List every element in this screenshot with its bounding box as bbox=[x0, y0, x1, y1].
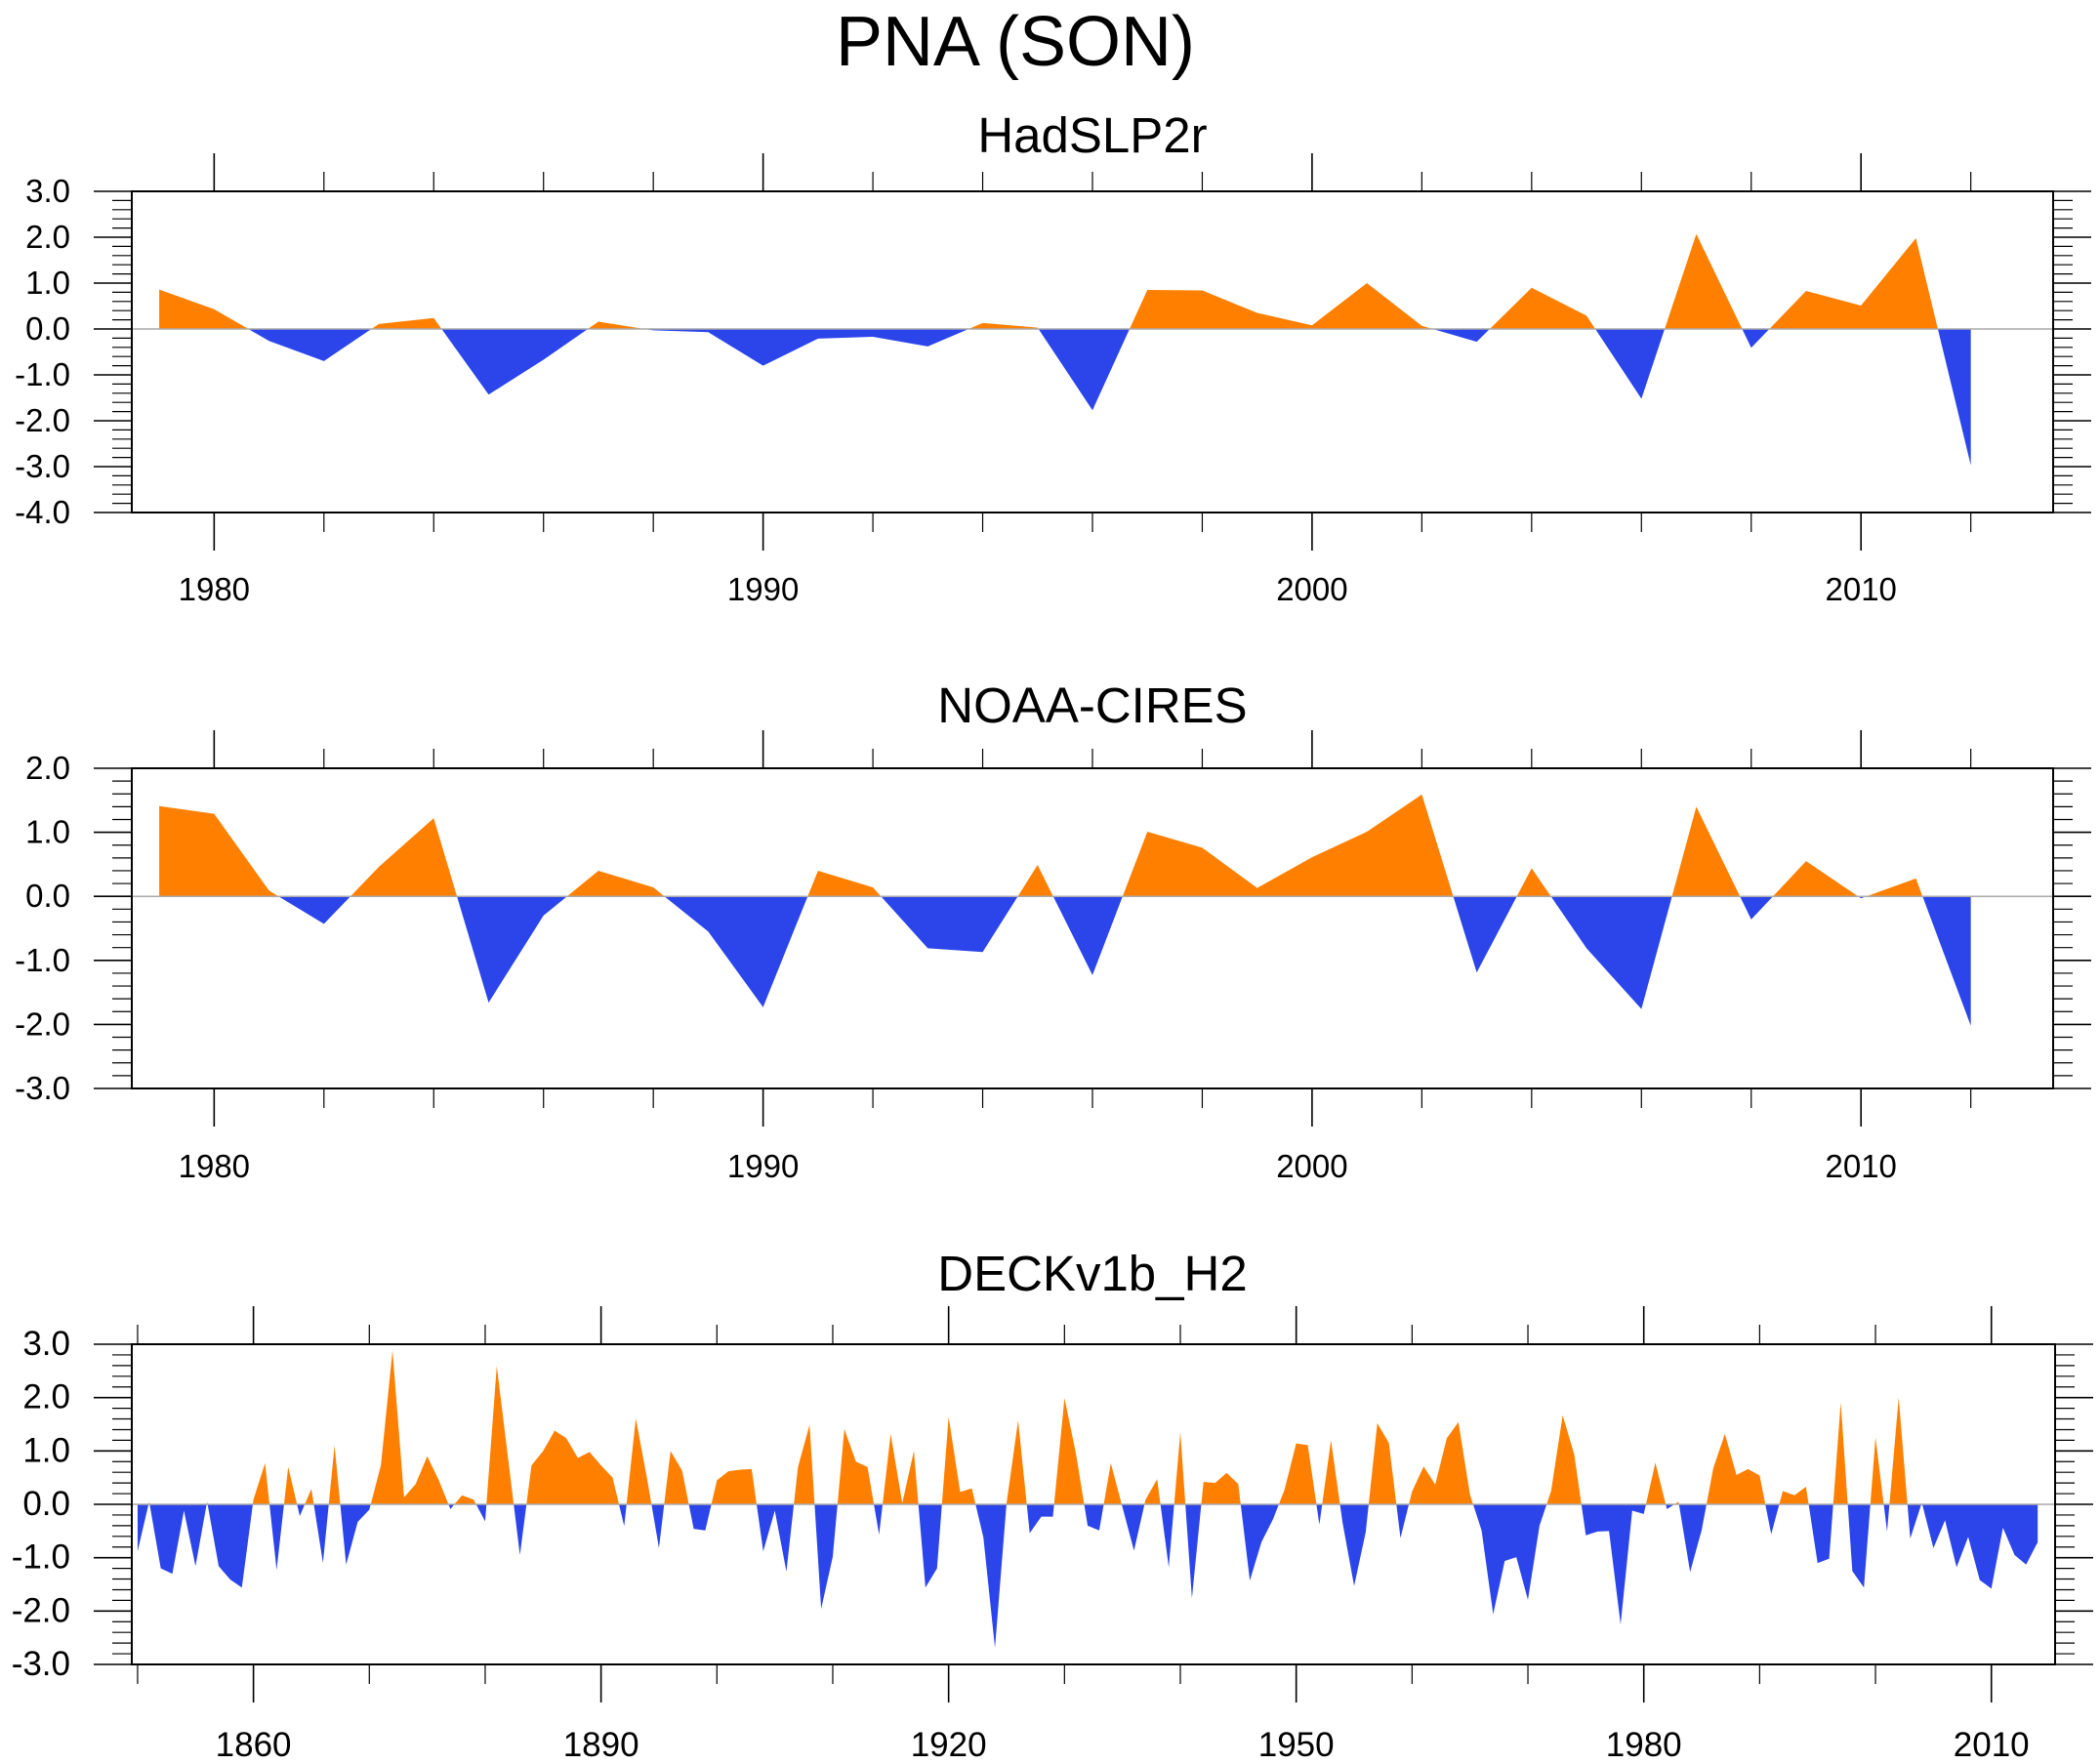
x-tick-label: 2010 bbox=[1825, 571, 1896, 607]
x-tick-label: 1980 bbox=[179, 1148, 250, 1184]
panel-noaa-cires: NOAA-CIRES 2.0 1.0 0.0 -1.0 -2.0 -3.0 1980 1990… bbox=[15, 677, 2091, 1184]
y-tick-label: -1.0 bbox=[15, 942, 70, 978]
panel-title-deckv1b-h2: DECKv1b_H2 bbox=[937, 1246, 1247, 1301]
y-tick-label: 2.0 bbox=[25, 750, 70, 786]
x-tick-label: 2000 bbox=[1276, 1148, 1347, 1184]
y-tick-label: -3.0 bbox=[15, 448, 70, 484]
y-tick-label: -4.0 bbox=[15, 494, 70, 530]
y-tick-label: -1.0 bbox=[15, 356, 70, 392]
x-tick-label: 2010 bbox=[1825, 1148, 1896, 1184]
y-tick-label: 0.0 bbox=[25, 878, 70, 914]
y-tick-label: 1.0 bbox=[25, 265, 70, 301]
positive-anomaly-area bbox=[159, 794, 1971, 897]
x-tick-label: 1890 bbox=[563, 1726, 639, 1764]
y-tick-label: 2.0 bbox=[25, 219, 70, 255]
y-tick-label: -3.0 bbox=[12, 1645, 70, 1683]
y-tick-label: -2.0 bbox=[12, 1591, 70, 1629]
y-tick-label: 1.0 bbox=[25, 814, 70, 850]
figure-title: PNA (SON) bbox=[836, 3, 1195, 81]
panel-title-noaa-cires: NOAA-CIRES bbox=[937, 677, 1247, 733]
y-tick-label: 0.0 bbox=[25, 310, 70, 347]
y-tick-label: -1.0 bbox=[12, 1538, 70, 1577]
x-tick-label: 1980 bbox=[179, 571, 250, 607]
panel-title-hadslp2r: HadSLP2r bbox=[977, 107, 1207, 163]
x-tick-label: 1920 bbox=[911, 1726, 987, 1764]
x-tick-label: 1950 bbox=[1258, 1726, 1335, 1764]
y-tick-label: 2.0 bbox=[22, 1378, 70, 1416]
negative-anomaly-area bbox=[137, 1504, 2038, 1649]
negative-anomaly-area bbox=[159, 329, 1971, 466]
y-tick-label: -3.0 bbox=[15, 1070, 70, 1106]
positive-anomaly-area bbox=[137, 1350, 2038, 1504]
panel-hadslp2r: HadSLP2r 3.0 2.0 1.0 0.0 -1.0 -2.0 -3.0 -4.0 198… bbox=[15, 107, 2091, 607]
y-tick-label: -2.0 bbox=[15, 402, 70, 438]
negative-anomaly-area bbox=[159, 896, 1971, 1026]
y-tick-label: 3.0 bbox=[25, 173, 70, 209]
y-tick-label: 0.0 bbox=[22, 1485, 70, 1523]
x-tick-label: 2000 bbox=[1276, 571, 1347, 607]
x-tick-label: 1980 bbox=[1606, 1726, 1682, 1764]
x-tick-label: 2010 bbox=[1954, 1726, 2030, 1764]
y-tick-label: 1.0 bbox=[22, 1431, 70, 1469]
panel-deckv1b-h2: DECKv1b_H2 3.0 2.0 1.0 0.0 -1.0 -2.0 -3.0 1860 1… bbox=[12, 1246, 2093, 1764]
x-tick-label: 1990 bbox=[727, 571, 799, 607]
positive-anomaly-area bbox=[159, 233, 1971, 329]
x-tick-label: 1860 bbox=[216, 1726, 292, 1764]
y-tick-label: -2.0 bbox=[15, 1005, 70, 1042]
y-tick-label: 3.0 bbox=[22, 1325, 70, 1363]
x-tick-label: 1990 bbox=[727, 1148, 799, 1184]
